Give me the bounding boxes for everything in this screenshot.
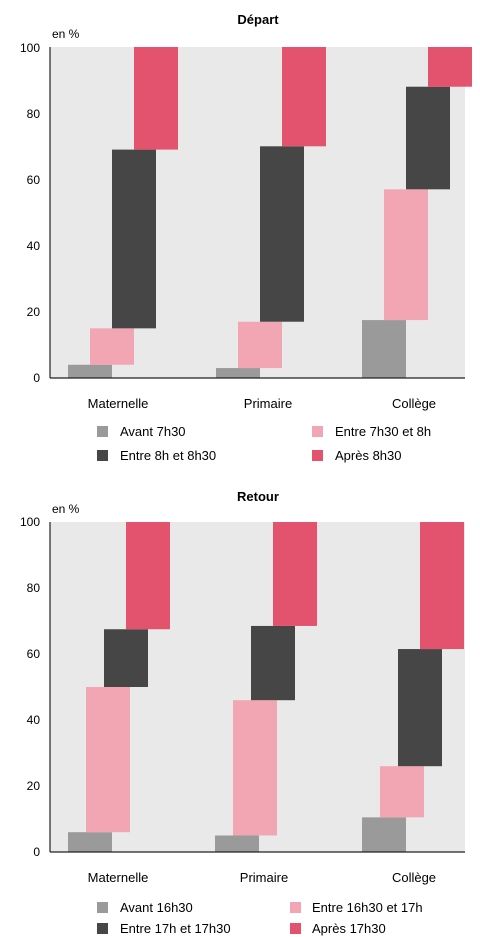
chart-retour: Retour en % 0 20 40 60 80 100 Maternelle… <box>20 489 465 936</box>
unit-label-retour: en % <box>52 502 80 516</box>
x-category-label: Maternelle <box>88 396 149 411</box>
bars-depart <box>68 47 472 378</box>
bar-segment <box>86 687 130 833</box>
x-category-label: Collège <box>392 870 436 885</box>
legend-retour: Avant 16h30 Entre 17h et 17h30 Entre 16h… <box>97 900 423 936</box>
legend-swatch <box>97 902 108 913</box>
y-tick-label: 40 <box>27 713 41 727</box>
y-tick-label: 80 <box>27 581 41 595</box>
bar-segment <box>68 832 112 852</box>
y-tick-label: 60 <box>27 647 41 661</box>
bars-retour <box>68 522 464 852</box>
y-tick-label: 20 <box>27 305 41 319</box>
bar-segment <box>380 766 424 818</box>
bar-segment <box>233 700 277 836</box>
y-tick-label: 20 <box>27 779 41 793</box>
legend-swatch <box>97 450 108 461</box>
legend-swatch <box>97 426 108 437</box>
bar-segment <box>238 321 282 369</box>
legend-label: Entre 17h et 17h30 <box>120 921 231 936</box>
bar-segment <box>398 649 442 767</box>
y-ticks-depart: 0 20 40 60 80 100 <box>20 41 40 385</box>
legend-label: Entre 8h et 8h30 <box>120 448 216 463</box>
y-tick-label: 100 <box>20 41 40 55</box>
x-category-label: Primaire <box>240 870 288 885</box>
legend-depart: Avant 7h30 Entre 8h et 8h30 Entre 7h30 e… <box>97 424 431 463</box>
legend-swatch <box>290 902 301 913</box>
x-category-label: Primaire <box>244 396 292 411</box>
y-tick-label: 100 <box>20 515 40 529</box>
legend-label: Avant 7h30 <box>120 424 186 439</box>
legend-label: Entre 16h30 et 17h <box>312 900 423 915</box>
legend-label: Après 17h30 <box>312 921 386 936</box>
bar-segment <box>112 149 156 329</box>
bar-segment <box>273 522 317 626</box>
bar-segment <box>68 364 112 378</box>
y-tick-label: 80 <box>27 107 41 121</box>
bar-segment <box>362 320 406 378</box>
bar-segment <box>406 86 450 190</box>
bar-segment <box>260 146 304 322</box>
bar-segment <box>384 189 428 321</box>
y-tick-label: 60 <box>27 173 41 187</box>
y-tick-label: 40 <box>27 239 41 253</box>
y-tick-label: 0 <box>33 371 40 385</box>
bar-segment <box>428 47 472 87</box>
bar-segment <box>362 817 406 852</box>
unit-label-depart: en % <box>52 27 80 41</box>
bar-segment <box>104 629 148 687</box>
chart-title-retour: Retour <box>237 489 279 504</box>
legend-swatch <box>312 450 323 461</box>
bar-segment <box>215 835 259 852</box>
y-ticks-retour: 0 20 40 60 80 100 <box>20 515 40 859</box>
bar-segment <box>126 522 170 630</box>
chart-depart: Départ en % 0 20 40 60 80 100 Maternelle… <box>20 12 472 463</box>
legend-swatch <box>290 923 301 934</box>
x-ticks-retour: Maternelle Primaire Collège <box>88 870 436 885</box>
bar-segment <box>282 47 326 147</box>
chart-title-depart: Départ <box>237 12 279 27</box>
x-category-label: Maternelle <box>88 870 149 885</box>
x-category-label: Collège <box>392 396 436 411</box>
x-ticks-depart: Maternelle Primaire Collège <box>88 396 436 411</box>
bar-segment <box>251 625 295 701</box>
bar-segment <box>216 368 260 378</box>
legend-swatch <box>97 923 108 934</box>
legend-label: Après 8h30 <box>335 448 402 463</box>
legend-swatch <box>312 426 323 437</box>
y-tick-label: 0 <box>33 845 40 859</box>
legend-label: Avant 16h30 <box>120 900 193 915</box>
legend-label: Entre 7h30 et 8h <box>335 424 431 439</box>
bar-segment <box>134 47 178 150</box>
bar-segment <box>420 522 464 650</box>
bar-segment <box>90 328 134 365</box>
